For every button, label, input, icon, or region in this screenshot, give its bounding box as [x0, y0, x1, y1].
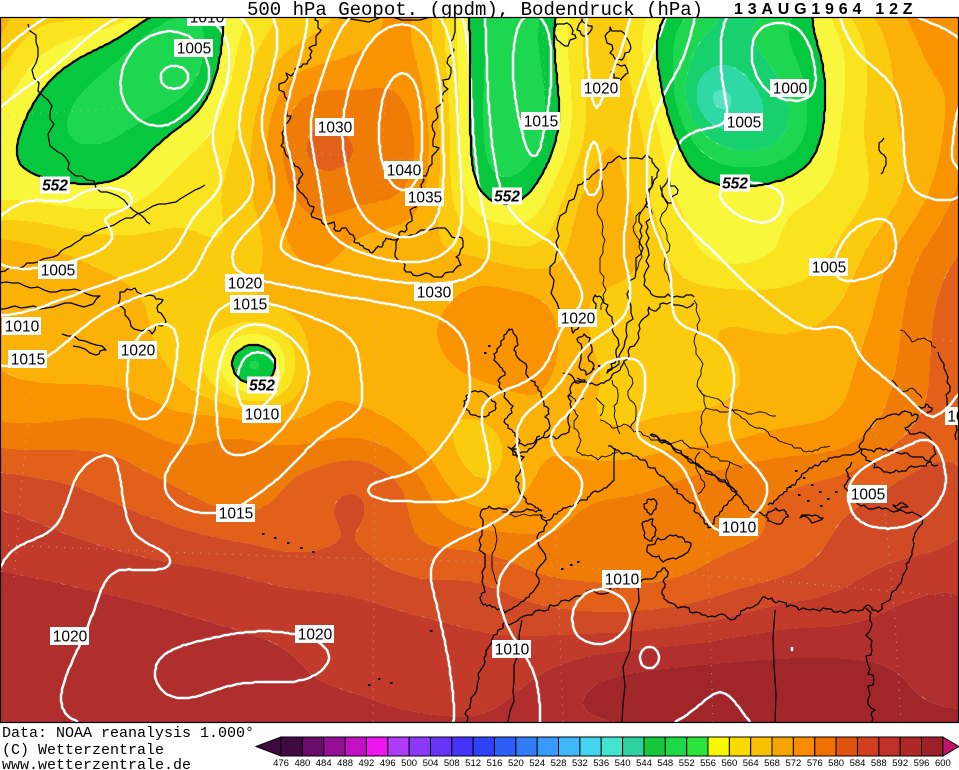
svg-text:500 hPa Geopot. (gpdm), Bodend: 500 hPa Geopot. (gpdm), Bodendruck (hPa): [247, 0, 703, 21]
svg-text:536: 536: [593, 758, 609, 769]
svg-text:1005: 1005: [851, 487, 885, 504]
svg-text:576: 576: [807, 758, 823, 769]
svg-text:508: 508: [444, 758, 460, 769]
svg-text:1015: 1015: [524, 114, 558, 131]
svg-text:10: 10: [947, 409, 959, 426]
svg-text:1010: 1010: [605, 572, 640, 589]
svg-text:Data: NOAA reanalysis 1.000°: Data: NOAA reanalysis 1.000°: [2, 725, 254, 742]
svg-text:564: 564: [743, 758, 759, 769]
svg-text:552: 552: [249, 378, 275, 395]
svg-text:552: 552: [494, 189, 520, 206]
svg-text:1020: 1020: [228, 276, 263, 293]
svg-text:524: 524: [529, 758, 545, 769]
svg-text:1005: 1005: [812, 260, 846, 277]
svg-text:1010: 1010: [245, 407, 280, 424]
svg-text:13AUG1964 12Z: 13AUG1964 12Z: [734, 1, 917, 18]
svg-text:1005: 1005: [41, 263, 75, 280]
svg-text:1005: 1005: [177, 41, 211, 58]
svg-text:1020: 1020: [53, 629, 88, 646]
svg-text:1010: 1010: [5, 319, 40, 336]
svg-text:1005: 1005: [727, 115, 761, 132]
svg-text:480: 480: [294, 758, 310, 769]
svg-text:560: 560: [721, 758, 737, 769]
svg-text:488: 488: [337, 758, 353, 769]
svg-text:1020: 1020: [561, 311, 596, 328]
svg-text:1010: 1010: [495, 642, 530, 659]
svg-text:504: 504: [423, 758, 439, 769]
svg-text:568: 568: [764, 758, 780, 769]
svg-text:512: 512: [465, 758, 481, 769]
svg-text:www.wetterzentrale.de: www.wetterzentrale.de: [2, 757, 191, 770]
svg-text:552: 552: [42, 178, 68, 195]
svg-text:552: 552: [679, 758, 695, 769]
svg-text:1015: 1015: [233, 297, 267, 314]
svg-text:1020: 1020: [121, 343, 156, 360]
svg-text:532: 532: [572, 758, 588, 769]
svg-text:540: 540: [615, 758, 631, 769]
svg-text:516: 516: [487, 758, 503, 769]
svg-text:1040: 1040: [387, 163, 422, 180]
svg-text:1015: 1015: [219, 506, 253, 523]
svg-text:1020: 1020: [298, 627, 333, 644]
svg-text:596: 596: [914, 758, 930, 769]
svg-text:588: 588: [871, 758, 887, 769]
svg-text:548: 548: [657, 758, 673, 769]
svg-text:592: 592: [892, 758, 908, 769]
svg-text:580: 580: [828, 758, 844, 769]
svg-text:492: 492: [358, 758, 374, 769]
svg-text:(C) Wetterzentrale: (C) Wetterzentrale: [2, 742, 164, 759]
svg-text:1000: 1000: [773, 81, 808, 98]
svg-text:1010: 1010: [190, 10, 225, 27]
svg-text:1030: 1030: [318, 120, 353, 137]
svg-text:556: 556: [700, 758, 716, 769]
svg-text:496: 496: [380, 758, 396, 769]
svg-text:528: 528: [551, 758, 567, 769]
svg-text:1030: 1030: [417, 285, 452, 302]
svg-text:484: 484: [316, 758, 332, 769]
svg-text:1020: 1020: [584, 81, 619, 98]
svg-text:600: 600: [935, 758, 951, 769]
svg-text:552: 552: [722, 176, 748, 193]
svg-text:1010: 1010: [722, 520, 757, 537]
svg-text:520: 520: [508, 758, 524, 769]
svg-text:572: 572: [785, 758, 801, 769]
svg-text:584: 584: [850, 758, 866, 769]
svg-text:1015: 1015: [11, 352, 45, 369]
svg-text:544: 544: [636, 758, 652, 769]
svg-text:476: 476: [273, 758, 289, 769]
svg-text:1035: 1035: [408, 190, 442, 207]
svg-text:500: 500: [401, 758, 417, 769]
